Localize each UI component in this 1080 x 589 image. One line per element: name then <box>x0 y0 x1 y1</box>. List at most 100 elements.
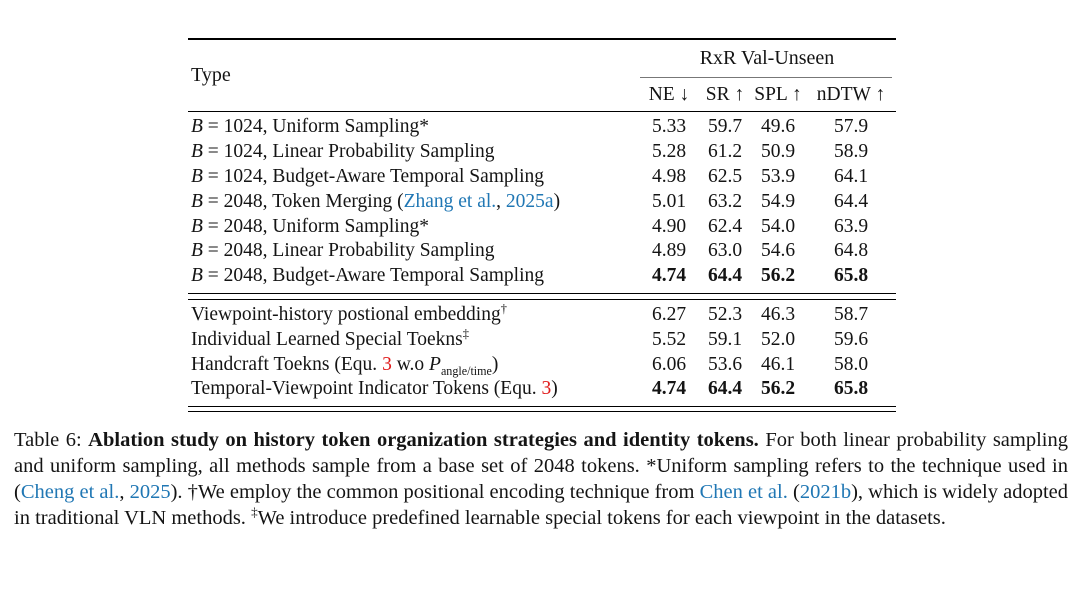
group-underline-rule <box>640 77 892 78</box>
equation-ref-link[interactable]: 3 <box>382 353 392 375</box>
metric-value: 53.9 <box>760 165 796 187</box>
metric-value: 46.1 <box>760 353 796 375</box>
row-label: Viewpoint-history postional embedding† <box>188 301 638 326</box>
text-segment: ). †We employ the common positional enco… <box>170 480 700 503</box>
text-segment: = 2048, Uniform Sampling* <box>202 215 429 237</box>
group-header: RxR Val-Unseen <box>699 47 835 69</box>
metric-value: 64.4 <box>707 265 743 287</box>
text-segment: We introduce predefined learnable specia… <box>257 506 946 529</box>
text-segment: Viewpoint-history postional embedding <box>191 303 501 325</box>
metric-value: 61.2 <box>707 141 743 163</box>
text-segment: B <box>191 116 203 138</box>
metric-value: 6.06 <box>651 353 687 375</box>
text-segment: , <box>496 190 506 212</box>
text-segment: angle/time <box>440 363 492 378</box>
equation-ref-link[interactable]: 3 <box>541 378 552 400</box>
metric-value: 5.01 <box>651 190 687 212</box>
metric-column-headers: NE ↓ SR ↑ SPL ↑ nDTW ↑ <box>638 78 896 111</box>
metric-value: 63.2 <box>707 190 743 212</box>
text-segment: , <box>119 480 130 503</box>
text-segment: = 1024, Linear Probability Sampling <box>202 141 495 163</box>
metric-value: 56.2 <box>760 265 796 287</box>
text-segment: ‡ <box>462 326 469 341</box>
row-label: B = 1024, Uniform Sampling* <box>188 116 638 138</box>
table-section-identity-tokens: Viewpoint-history postional embedding† 6.… <box>188 300 896 406</box>
section-divider-rule <box>188 292 896 300</box>
text-segment: ) <box>491 353 499 375</box>
metric-group: RxR Val-Unseen NE ↓ SR ↑ SPL ↑ nDTW ↑ <box>638 40 896 111</box>
table-header: Type RxR Val-Unseen NE ↓ SR ↑ SPL ↑ nDTW ↑ <box>188 40 896 111</box>
table-section-sampling: B = 1024, Uniform Sampling* 5.33 59.7 49.6 5… <box>188 112 896 293</box>
metric-value: 49.6 <box>760 116 796 138</box>
text-segment: Handcraft Toekns (Equ. <box>191 353 383 375</box>
metric-value: 58.9 <box>833 141 869 163</box>
metric-value: 65.8 <box>833 378 869 400</box>
text-segment: Table 6: <box>14 429 89 451</box>
table-row: B = 1024, Uniform Sampling* 5.33 59.7 49.6 5… <box>188 115 896 140</box>
metric-value: 4.98 <box>651 165 687 187</box>
text-segment: ), which is widely adopted in traditiona… <box>14 480 1068 529</box>
column-header: NE ↓ <box>648 83 690 105</box>
metric-value: 64.8 <box>833 240 869 262</box>
text-segment: = 2048, Budget-Aware Temporal Sampling <box>202 265 545 287</box>
table-row: Handcraft Toekns (Equ. 3 w.o Pangle/time… <box>188 352 896 377</box>
row-label: Temporal-Viewpoint Indicator Tokens (Equ… <box>188 378 638 400</box>
row-label: B = 2048, Budget-Aware Temporal Sampling <box>188 265 638 287</box>
metric-value: 58.0 <box>833 353 869 375</box>
table-row: B = 2048, Linear Probability Sampling 4.8… <box>188 239 896 264</box>
table-row: B = 2048, Uniform Sampling* 4.90 62.4 54.0 6… <box>188 214 896 239</box>
text-segment: = 1024, Uniform Sampling* <box>202 116 429 138</box>
text-segment: B <box>191 141 203 163</box>
metric-value: 64.1 <box>833 165 869 187</box>
text-segment: ) <box>551 378 558 400</box>
table-row: Individual Learned Special Toekns‡ 5.52 59… <box>188 327 896 352</box>
text-segment: = 2048, Linear Probability Sampling <box>202 240 495 262</box>
metric-value: 52.0 <box>760 328 796 350</box>
row-label: B = 1024, Linear Probability Sampling <box>188 141 638 163</box>
text-segment: ) <box>553 190 561 212</box>
text-segment: = 2048, Token Merging ( <box>202 190 404 212</box>
metric-value: 6.27 <box>651 303 687 325</box>
text-segment: † <box>500 301 507 316</box>
text-segment: = 1024, Budget-Aware Temporal Sampling <box>202 165 545 187</box>
metric-value: 53.6 <box>707 353 743 375</box>
metric-value: 54.6 <box>760 240 796 262</box>
table-row: B = 2048, Budget-Aware Temporal Sampling… <box>188 264 896 289</box>
citation-link[interactable]: 2025 <box>129 480 171 503</box>
citation-link[interactable]: Chen et al. <box>699 480 788 503</box>
citation-link[interactable]: 2021b <box>799 480 852 503</box>
results-table: Type RxR Val-Unseen NE ↓ SR ↑ SPL ↑ nDTW ↑ … <box>188 38 896 412</box>
text-segment: B <box>191 215 203 237</box>
text-segment: Individual Learned Special Toekns <box>191 328 463 350</box>
metric-value: 64.4 <box>707 378 743 400</box>
metric-value: 62.5 <box>707 165 743 187</box>
row-label: Individual Learned Special Toekns‡ <box>188 326 638 351</box>
text-segment: w.o <box>391 353 430 375</box>
metric-value: 59.1 <box>707 328 743 350</box>
table-bottom-rule <box>188 405 896 412</box>
metric-value: 5.52 <box>651 328 687 350</box>
text-segment: B <box>191 190 203 212</box>
table-caption: Table 6: Ablation study on history token… <box>14 428 1068 532</box>
metric-value: 65.8 <box>833 265 869 287</box>
citation-link[interactable]: Zhang et al. <box>403 190 497 212</box>
metric-value: 59.6 <box>833 328 869 350</box>
table-top-rule <box>188 38 896 40</box>
text-segment: P <box>429 353 441 375</box>
metric-value: 4.74 <box>651 265 687 287</box>
text-segment: B <box>191 165 203 187</box>
citation-link[interactable]: 2025a <box>505 190 554 212</box>
metric-value: 63.9 <box>833 215 869 237</box>
table-row: B = 2048, Token Merging (Zhang et al., 2… <box>188 189 896 214</box>
table-row: B = 1024, Budget-Aware Temporal Sampling… <box>188 165 896 190</box>
column-header: SPL ↑ <box>754 83 802 105</box>
text-segment: For both linear probability sampling and… <box>14 429 1068 503</box>
type-column-header: Type <box>191 64 231 86</box>
metric-value: 57.9 <box>833 116 869 138</box>
text-segment: ‡ <box>251 503 258 519</box>
row-label: B = 2048, Linear Probability Sampling <box>188 240 638 262</box>
citation-link[interactable]: Cheng et al. <box>20 480 120 503</box>
metric-value: 59.7 <box>707 116 743 138</box>
metric-value: 64.4 <box>833 190 869 212</box>
text-segment: B <box>191 265 203 287</box>
